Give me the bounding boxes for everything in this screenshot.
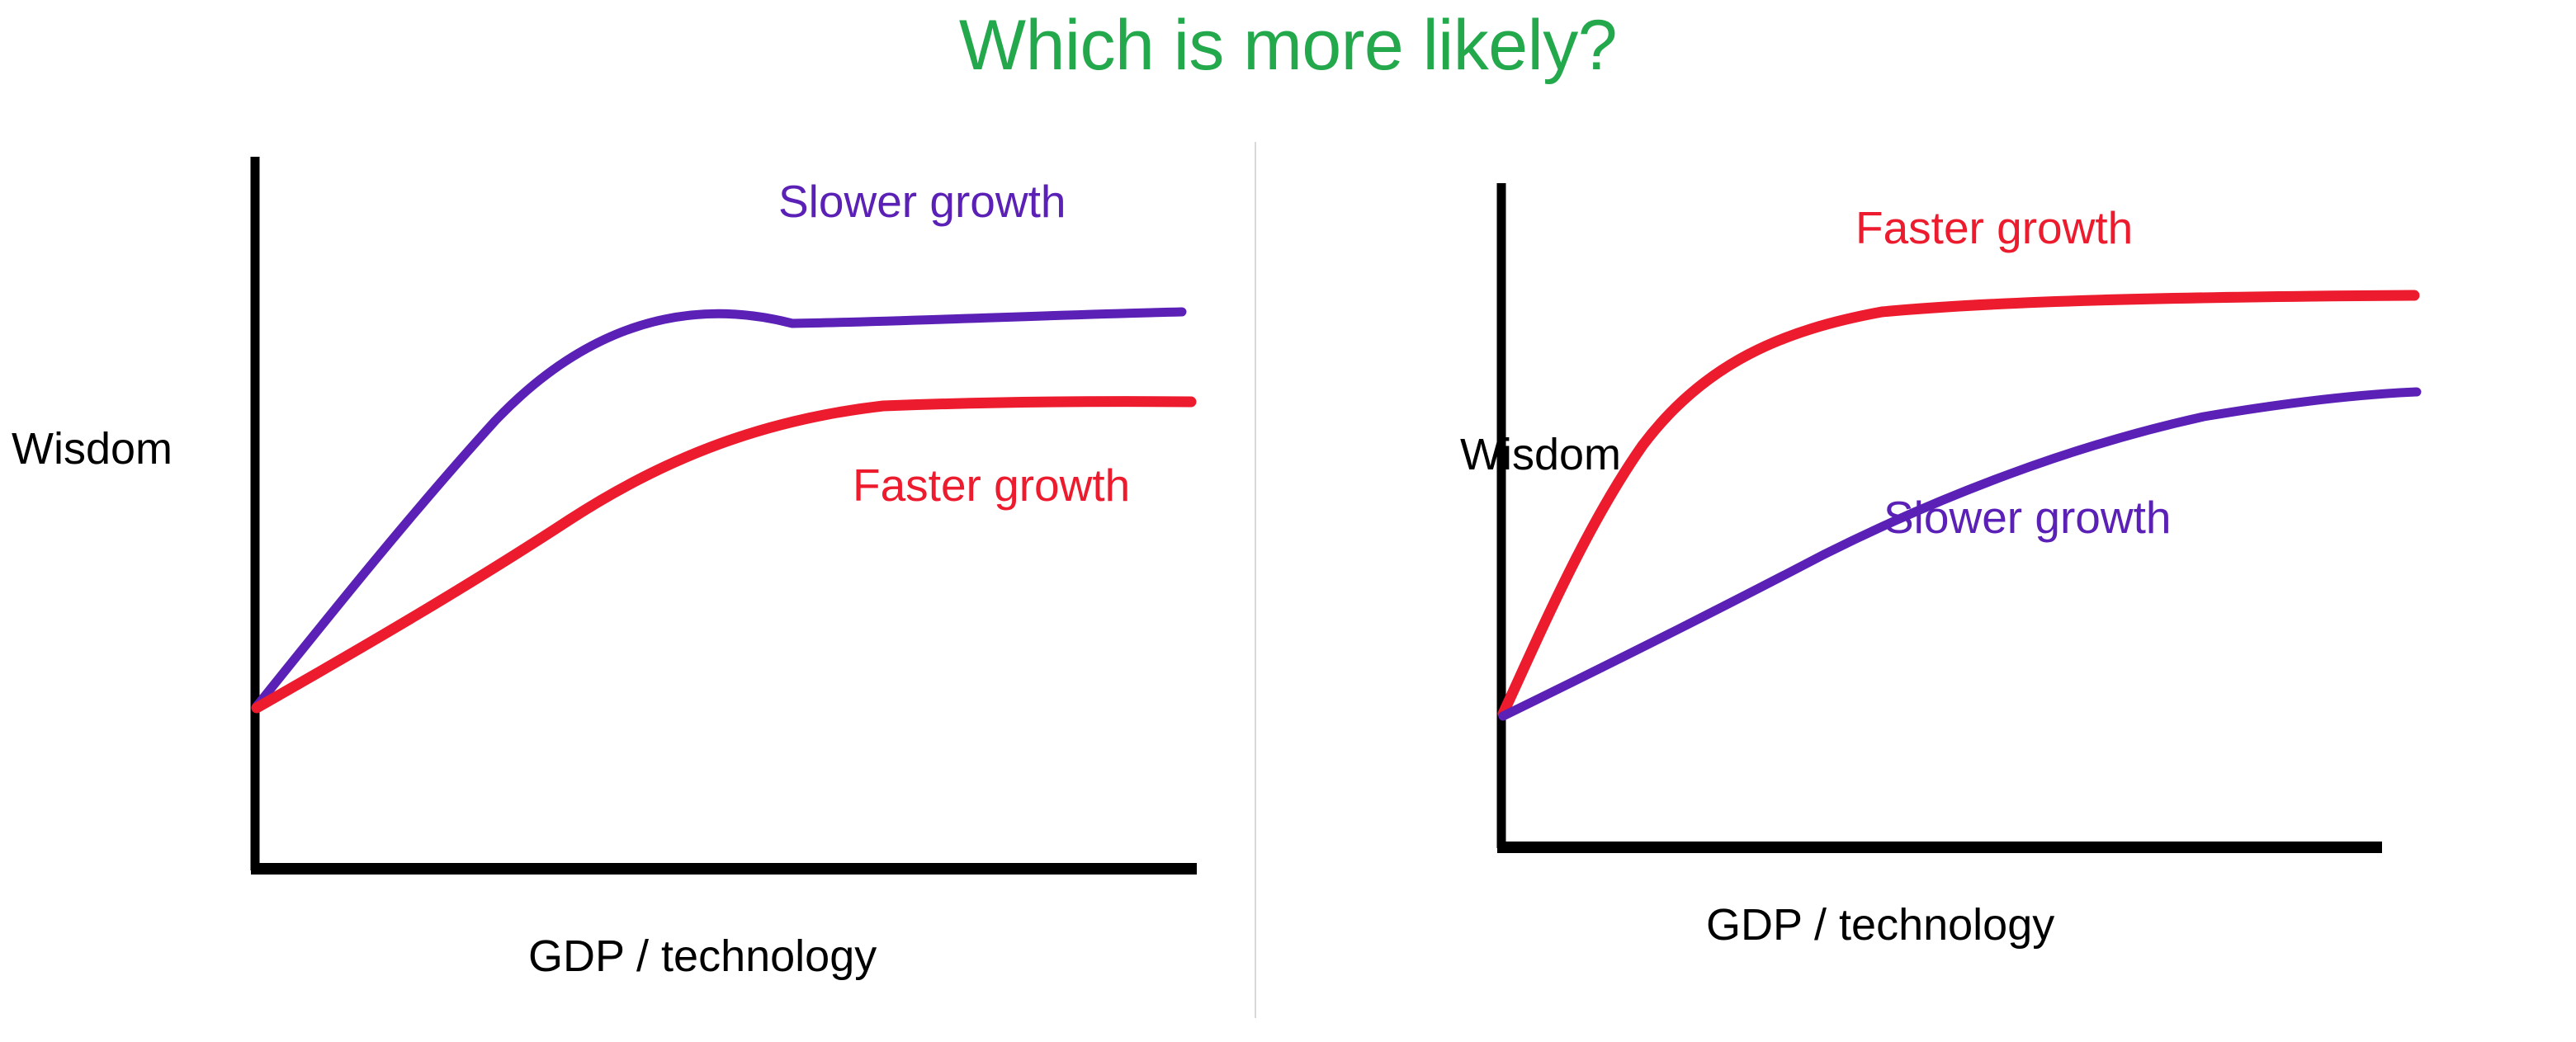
chart-panel-right: Wisdom GDP / technology Faster growth Sl… [1255,0,2576,1042]
right-x-axis-label: GDP / technology [1706,900,2055,950]
right-series-slower-growth-curve [1498,387,2422,721]
left-series-faster-growth-curve [251,396,1197,714]
page-title: Which is more likely? [958,6,1618,85]
left-chart-plot [250,157,1197,875]
left-series-label-faster-growth: Faster growth [853,460,1131,511]
right-chart-plot [1496,183,2422,853]
left-series-slower-growth-curve [252,307,1187,711]
chart-panel-left: Wisdom GDP / technology Slower growth Fa… [0,0,1255,1042]
left-series-label-slower-growth: Slower growth [778,176,1066,227]
right-series-faster-growth-curve [1497,290,2420,719]
right-series-label-slower-growth: Slower growth [1884,492,2172,543]
panel-divider [1255,142,1256,1018]
right-y-axis-label: Wisdom [1460,430,1622,479]
left-y-axis-label: Wisdom [12,424,173,474]
left-x-axis-label: GDP / technology [528,931,877,981]
right-series-label-faster-growth: Faster growth [1855,202,2134,253]
